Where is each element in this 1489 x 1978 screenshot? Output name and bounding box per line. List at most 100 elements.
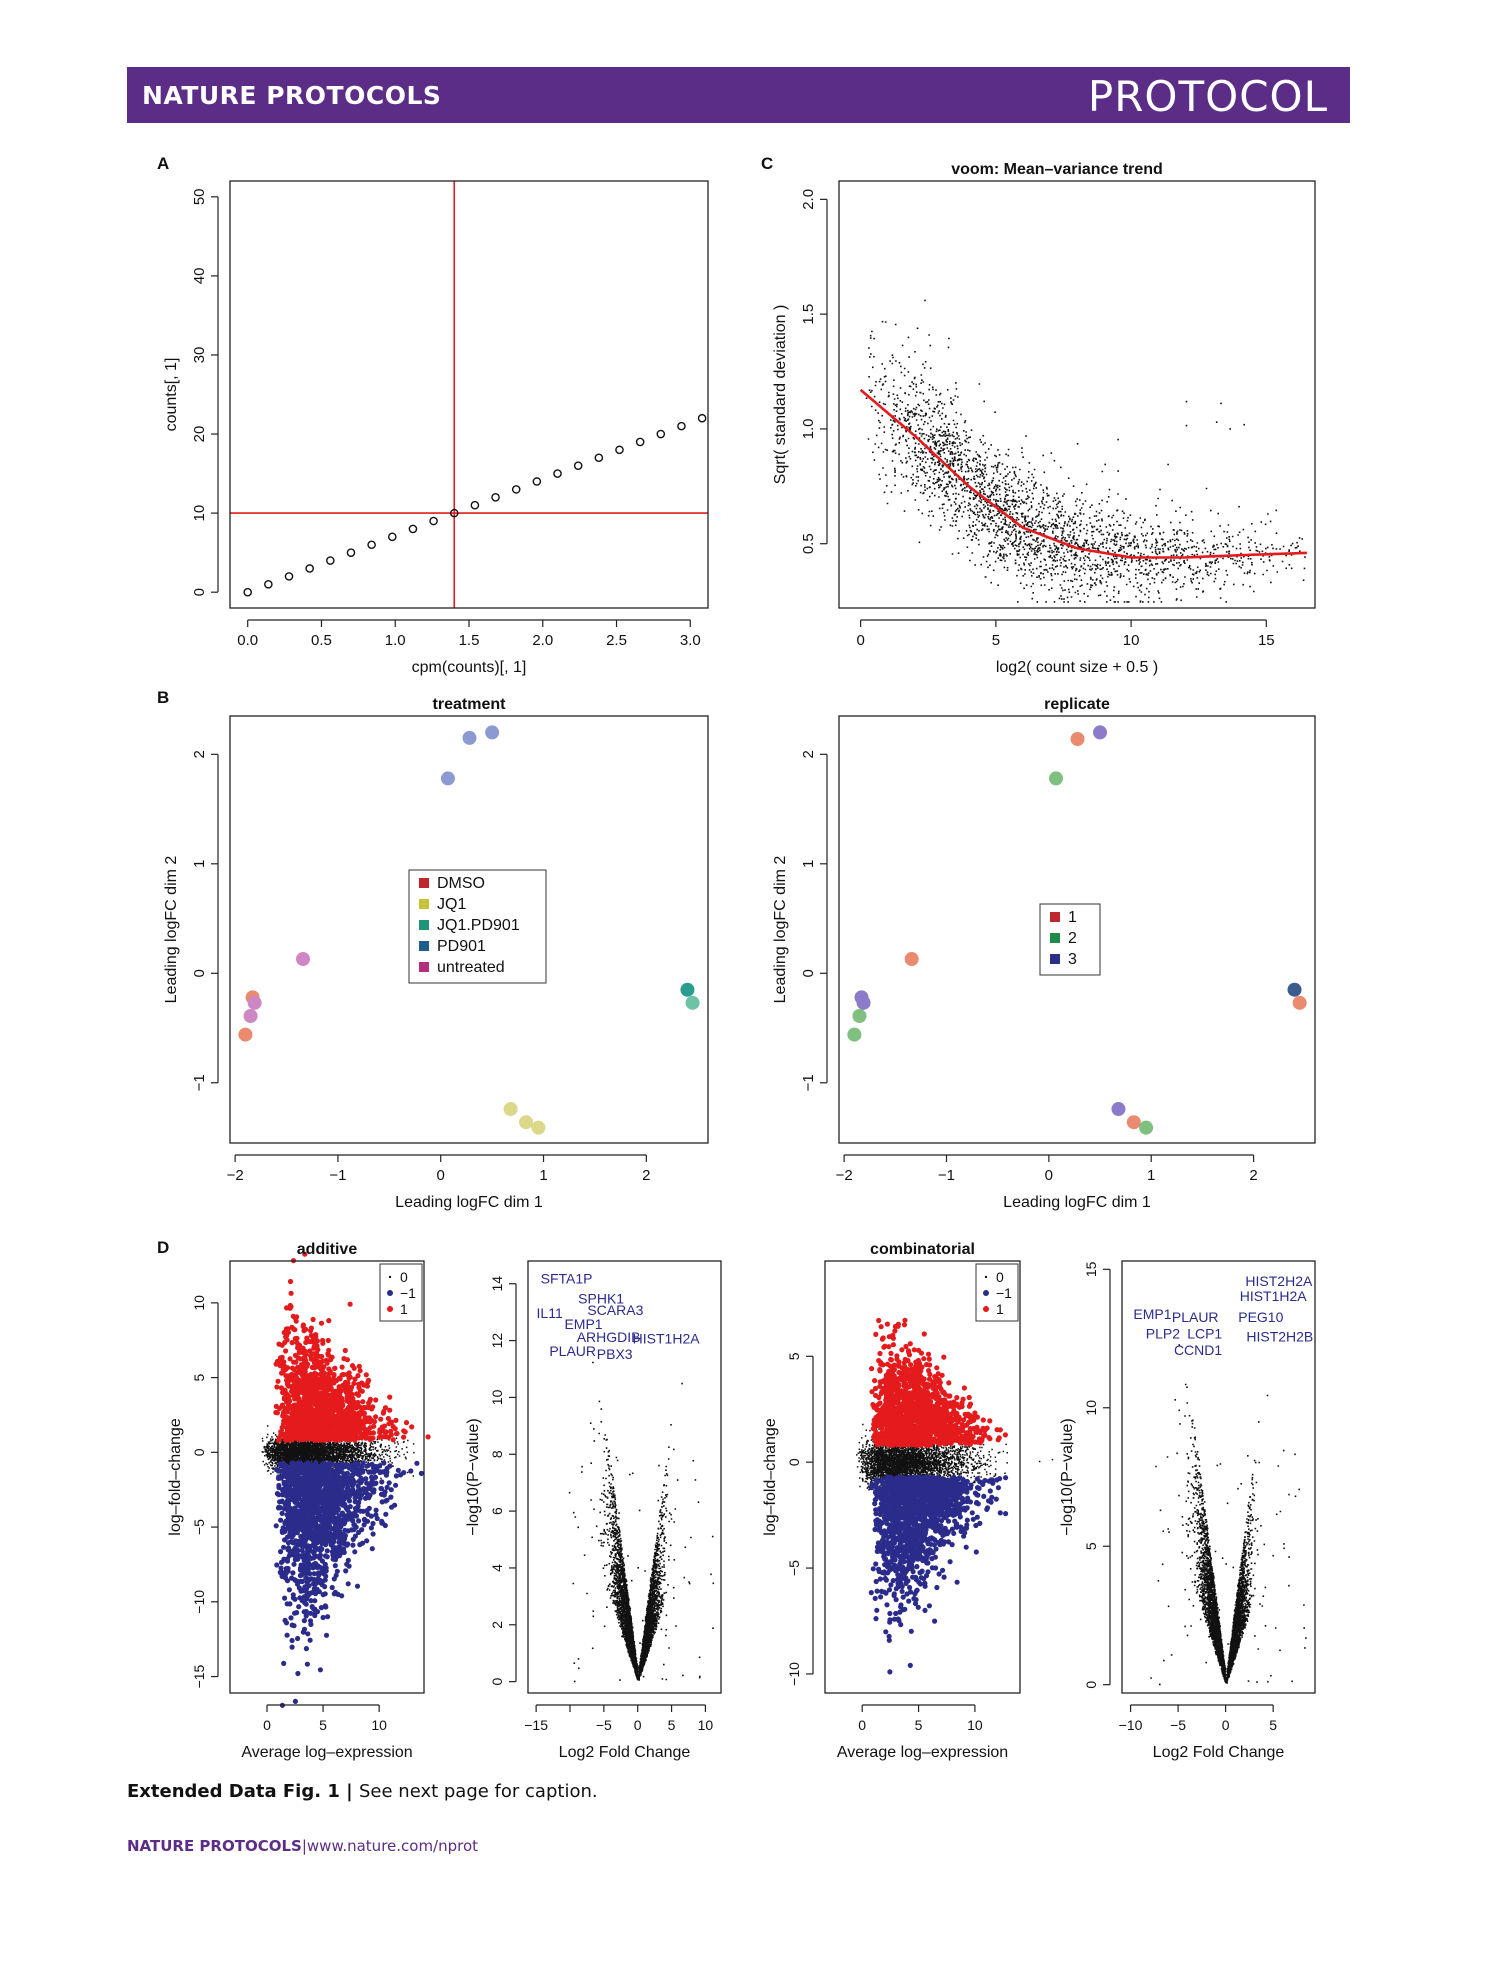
data-point	[491, 492, 500, 502]
legend: 0−11	[975, 1263, 1019, 1322]
y-tick-label: −5	[191, 1519, 207, 1535]
sample-point	[680, 982, 695, 997]
plot-area	[230, 181, 708, 608]
chart-B1: −2 −1 0 1 2 −1 0 1 2 Leading logFC dim 1 Leading l…	[163, 696, 709, 1211]
sample-point	[856, 995, 871, 1010]
gene-label: SFTA1P	[541, 1271, 593, 1287]
y-tick-label: −10	[786, 1662, 802, 1686]
y-tick-label: 10	[489, 1389, 505, 1405]
y-tick-label: 2	[489, 1621, 505, 1629]
footer-url[interactable]: www.nature.com/nprot	[306, 1837, 479, 1855]
data-point	[635, 437, 645, 447]
panel-label-d: D	[157, 1238, 170, 1257]
panel-label-c: C	[761, 154, 774, 173]
y-tick-label: 0	[786, 1458, 802, 1466]
y-tick-label: 0	[1083, 1681, 1099, 1689]
sample-point	[1111, 1102, 1126, 1117]
x-tick-label: 1	[1147, 1167, 1155, 1184]
x-tick-label: 0.0	[237, 632, 258, 649]
y-axis-label: Sqrt( standard deviation )	[772, 305, 789, 485]
legend: 1 2 3	[1039, 903, 1101, 976]
data-point	[615, 445, 624, 455]
x-tick-label: 5	[668, 1717, 676, 1733]
gene-label: PLAUR	[549, 1343, 596, 1359]
plot-area	[261, 1251, 431, 1708]
y-tick-label: 4	[489, 1564, 505, 1572]
downregulated-points	[868, 1474, 1009, 1675]
data-point	[573, 461, 583, 470]
data-point	[305, 564, 314, 573]
plot-area	[238, 725, 700, 1135]
x-axis-label: Log2 Fold Change	[1153, 1744, 1285, 1761]
x-tick-label: 0	[634, 1717, 642, 1733]
legend-swatch	[984, 1275, 988, 1279]
data-point	[697, 413, 707, 423]
gene-label: EMP1	[564, 1316, 602, 1332]
y-tick-label: 0	[800, 969, 817, 977]
x-axis-label: Leading logFC dim 1	[395, 1194, 543, 1211]
x-tick-label: 5	[319, 1717, 327, 1733]
legend-label: 1	[400, 1301, 408, 1317]
legend-swatch	[419, 920, 429, 930]
legend-swatch	[387, 1306, 393, 1312]
sample-point	[503, 1102, 518, 1117]
sample-point	[247, 995, 262, 1010]
x-tick-label: 1.5	[459, 632, 480, 649]
x-tick-label: −10	[1119, 1717, 1143, 1733]
y-tick-label: 14	[489, 1276, 505, 1292]
data-point	[677, 421, 686, 431]
journal-name: NATURE PROTOCOLS	[142, 81, 442, 110]
data-point	[449, 508, 459, 518]
y-tick-label: 8	[489, 1450, 505, 1458]
data-point	[656, 429, 666, 439]
legend-label: −1	[996, 1285, 1012, 1301]
sample-point	[1139, 1120, 1154, 1135]
legend-frame	[408, 869, 547, 984]
y-tick-label: −5	[786, 1560, 802, 1576]
x-tick-label: −15	[524, 1717, 548, 1733]
legend-swatch	[1050, 912, 1060, 922]
plot-frame	[229, 180, 709, 609]
legend: 0−11	[379, 1263, 423, 1322]
plot-area	[847, 725, 1307, 1135]
plot-frame	[527, 1260, 722, 1694]
sample-point	[462, 730, 477, 745]
y-axis-label: Leading logFC dim 2	[163, 856, 180, 1004]
gene-label: HIST2H2B	[1246, 1328, 1313, 1344]
x-tick-label: 5	[992, 632, 1000, 649]
sample-point	[904, 952, 919, 967]
sample-point	[847, 1027, 862, 1042]
chart-title: replicate	[1044, 696, 1110, 713]
x-axis-label: Log2 Fold Change	[559, 1744, 691, 1761]
y-axis-label: Leading logFC dim 2	[772, 856, 789, 1004]
x-tick-label: 0.5	[311, 632, 332, 649]
x-tick-label: 2	[642, 1167, 650, 1184]
x-tick-label: 0	[437, 1167, 445, 1184]
data-point	[429, 516, 438, 526]
trend-line	[859, 388, 1307, 559]
footer-separator: |	[301, 1837, 307, 1855]
data-point	[594, 453, 604, 463]
page-footer: NATURE PROTOCOLS|www.nature.com/nprot	[127, 1837, 478, 1855]
gene-label: HIST1H2A	[633, 1330, 701, 1346]
y-tick-label: 15	[1083, 1261, 1099, 1277]
y-tick-label: 50	[191, 188, 208, 205]
legend-label: −1	[400, 1285, 416, 1301]
sample-point	[1093, 725, 1108, 740]
y-tick-label: 6	[489, 1507, 505, 1515]
x-tick-label: 2	[1249, 1167, 1257, 1184]
y-tick-label: 2.0	[800, 189, 817, 210]
gene-label: PLAUR	[1172, 1309, 1219, 1325]
x-tick-label: 10	[1123, 632, 1140, 649]
sample-point	[485, 725, 500, 740]
panel-label-a: A	[157, 154, 170, 173]
legend-swatch	[419, 899, 429, 909]
x-tick-label: 0	[856, 632, 864, 649]
sample-point	[1292, 995, 1307, 1010]
x-tick-label: 1	[539, 1167, 547, 1184]
sample-point	[238, 1027, 253, 1042]
sample-point	[243, 1008, 258, 1023]
upregulated-points	[869, 1317, 1009, 1448]
